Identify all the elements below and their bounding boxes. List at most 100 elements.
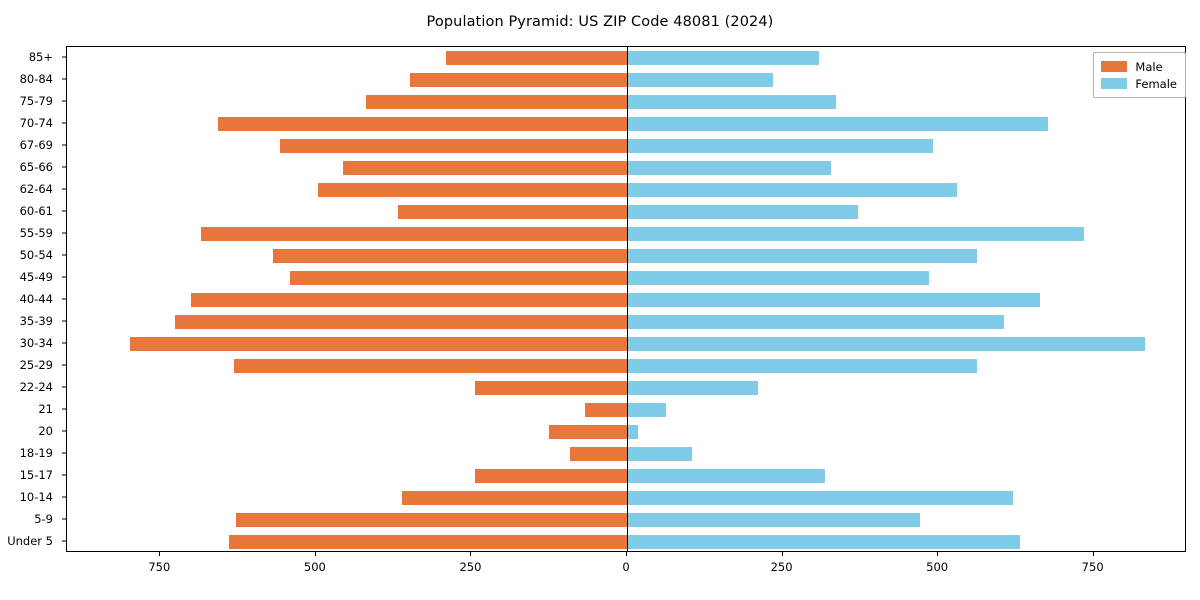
legend-swatch-male <box>1101 61 1128 72</box>
bar-row <box>67 50 1185 66</box>
legend-entry: Female <box>1101 75 1177 92</box>
chart-title: Population Pyramid: US ZIP Code 48081 (2… <box>426 14 774 30</box>
bar-female <box>627 94 837 110</box>
y-axis-tick-marks <box>0 46 66 552</box>
y-tick-label: 70-74 <box>19 116 53 130</box>
bar-row <box>67 490 1185 506</box>
x-tick-mark <box>781 552 783 556</box>
bar-female <box>627 402 667 418</box>
x-tick-label: 500 <box>303 560 326 574</box>
y-tick-mark <box>62 298 66 300</box>
y-tick-label: 75-79 <box>19 94 53 108</box>
y-tick-label: 25-29 <box>19 358 53 372</box>
y-tick-label: 85+ <box>28 50 53 64</box>
y-tick-mark <box>62 342 66 344</box>
bar-row <box>67 314 1185 330</box>
bar-row <box>67 424 1185 440</box>
x-tick-mark <box>626 552 627 556</box>
bar-row <box>67 512 1185 528</box>
bar-female <box>627 512 921 528</box>
bar-row <box>67 380 1185 396</box>
bar-male <box>474 380 627 396</box>
bar-female <box>627 204 859 220</box>
zero-axis-line <box>627 47 628 551</box>
y-tick-mark <box>62 364 66 366</box>
y-tick-label: 30-34 <box>19 336 53 350</box>
y-axis: 85+ 80-84 75-79 70-74 67-69 65-66 62-64 60-61 55… <box>0 46 62 552</box>
bar-row <box>67 248 1185 264</box>
bar-row <box>67 358 1185 374</box>
bar-male <box>398 204 627 220</box>
bar-female <box>627 424 639 440</box>
bar-female <box>627 468 826 484</box>
y-tick-mark <box>62 100 66 102</box>
y-tick-mark <box>62 408 66 410</box>
y-tick-mark <box>62 78 66 80</box>
bar-female <box>627 160 832 176</box>
bar-male <box>236 512 627 528</box>
bar-female <box>627 248 977 264</box>
bar-male <box>366 94 627 110</box>
bar-male <box>234 358 627 374</box>
bar-male <box>474 468 627 484</box>
bar-male <box>280 138 627 154</box>
bar-row <box>67 72 1185 88</box>
bar-male <box>445 50 627 66</box>
y-tick-mark <box>62 430 66 432</box>
y-tick-label: 40-44 <box>19 292 53 306</box>
y-tick-mark <box>62 144 66 146</box>
bar-male <box>570 446 627 462</box>
legend-entry: Male <box>1101 58 1177 75</box>
x-tick-mark <box>314 552 316 556</box>
bar-female <box>627 380 758 396</box>
bar-female <box>627 226 1084 242</box>
y-tick-mark <box>62 540 66 542</box>
y-tick-label: 62-64 <box>19 182 53 196</box>
bar-female <box>627 314 1005 330</box>
bar-row <box>67 534 1185 550</box>
bar-female <box>627 490 1014 506</box>
y-tick-label: 80-84 <box>19 72 53 86</box>
bar-female <box>627 72 773 88</box>
bar-row <box>67 160 1185 176</box>
y-tick-label: 67-69 <box>19 138 53 152</box>
y-tick-label: 10-14 <box>19 490 53 504</box>
bar-female <box>627 336 1146 352</box>
y-tick-mark <box>62 166 66 168</box>
y-tick-label: 65-66 <box>19 160 53 174</box>
x-tick-label: 750 <box>148 560 171 574</box>
bar-row <box>67 226 1185 242</box>
y-tick-mark <box>62 188 66 190</box>
y-tick-label: 5-9 <box>34 512 53 526</box>
y-tick-label: 15-17 <box>19 468 53 482</box>
bar-female <box>627 138 934 154</box>
y-tick-mark <box>62 518 66 520</box>
x-tick-mark <box>470 552 472 556</box>
y-tick-label: 45-49 <box>19 270 53 284</box>
bar-row <box>67 204 1185 220</box>
bar-male <box>409 72 627 88</box>
bar-male <box>343 160 627 176</box>
y-tick-mark <box>62 254 66 256</box>
y-tick-label: 35-39 <box>19 314 53 328</box>
bar-row <box>67 446 1185 462</box>
bar-male <box>217 116 627 132</box>
bar-male <box>401 490 627 506</box>
y-tick-label: 55-59 <box>19 226 53 240</box>
chart-legend: Male Female <box>1093 52 1186 98</box>
x-tick-mark <box>1092 552 1094 556</box>
bar-female <box>627 358 977 374</box>
x-tick-label: 250 <box>459 560 482 574</box>
x-tick-label: 750 <box>1081 560 1104 574</box>
y-tick-label: 50-54 <box>19 248 53 262</box>
bar-female <box>627 270 930 286</box>
y-tick-mark <box>62 474 66 476</box>
bar-row <box>67 292 1185 308</box>
x-tick-label: 500 <box>926 560 949 574</box>
y-tick-mark <box>62 496 66 498</box>
bar-row <box>67 270 1185 286</box>
y-tick-mark <box>62 210 66 212</box>
y-tick-label: Under 5 <box>7 534 53 548</box>
x-tick-mark <box>937 552 939 556</box>
y-tick-mark <box>62 386 66 388</box>
